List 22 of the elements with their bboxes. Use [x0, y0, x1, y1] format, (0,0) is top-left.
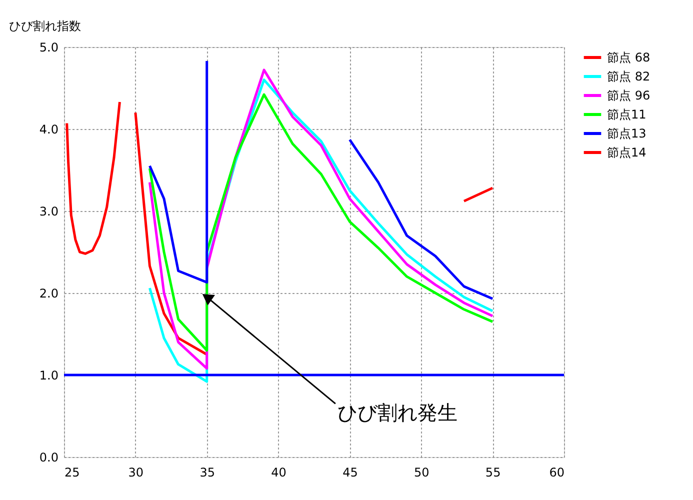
legend-label: 節点11 [607, 108, 646, 122]
x-tick-label: 25 [64, 466, 80, 480]
y-axis-title: ひび割れ指数 [8, 19, 81, 33]
x-tick-label: 40 [271, 466, 286, 480]
x-tick-label: 60 [549, 466, 564, 480]
annotation: ひび割れ発生 [337, 400, 458, 425]
x-tick-label: 35 [200, 466, 215, 480]
x-tick-label: 50 [414, 466, 430, 480]
y-tick-label: 0.0 [39, 450, 58, 464]
legend-label: 節点13 [607, 126, 646, 140]
y-tick-label: 1.0 [39, 368, 58, 382]
y-tick-label: 3.0 [39, 204, 58, 218]
x-tick-label: 55 [485, 466, 501, 480]
legend-label: 節点 96 [607, 88, 650, 102]
legend-label: 節点 82 [607, 70, 650, 84]
y-tick-label: 5.0 [39, 40, 58, 54]
x-tick-label: 30 [128, 466, 144, 480]
legend-label: 節点 68 [607, 50, 650, 64]
legend-label: 節点14 [607, 146, 646, 160]
x-tick-label: 45 [342, 466, 358, 480]
y-tick-label: 2.0 [39, 286, 58, 300]
y-tick-label: 4.0 [39, 122, 58, 136]
